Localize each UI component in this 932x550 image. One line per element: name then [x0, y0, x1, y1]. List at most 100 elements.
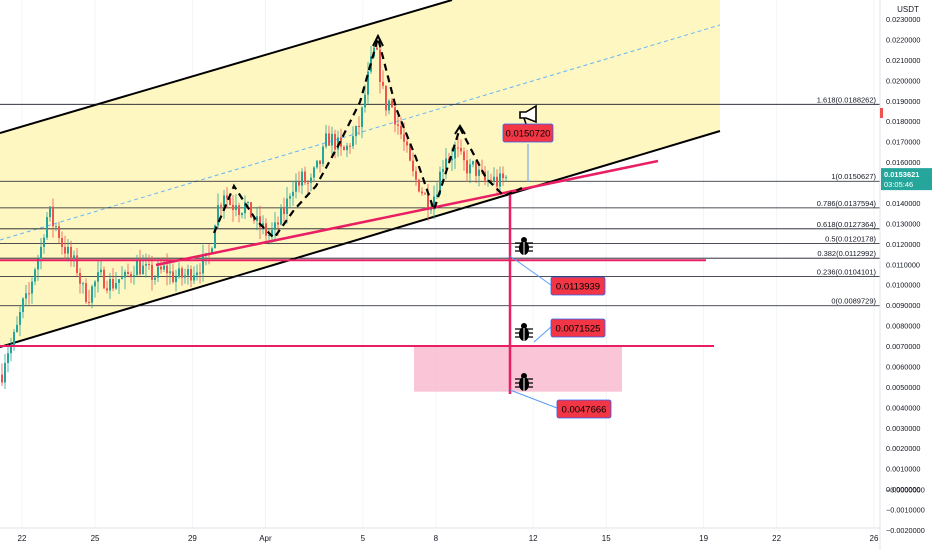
candle-body [499, 173, 501, 187]
candle [175, 269, 177, 292]
candle [466, 149, 468, 182]
candle [121, 266, 123, 280]
candle-body [466, 160, 468, 174]
candle [76, 248, 78, 278]
candle-body [19, 311, 21, 325]
bug-icon [515, 373, 533, 391]
candle [187, 264, 189, 285]
candle-body [262, 223, 264, 228]
candle [52, 198, 54, 238]
candle-body [235, 205, 237, 210]
price-tick-label: 0.0070000 [886, 342, 921, 351]
candle-body [319, 160, 321, 164]
candle [91, 284, 93, 309]
candle-body [130, 273, 132, 277]
candle [469, 158, 471, 184]
price-tick-label: 0.0180000 [886, 117, 921, 126]
candle [196, 264, 198, 281]
candle-body [181, 268, 183, 278]
candle [226, 187, 228, 208]
price-tick-label: 0.0210000 [886, 56, 921, 65]
candle-body [124, 271, 126, 278]
candle-body [4, 362, 6, 383]
candle-body [127, 271, 129, 274]
candle-body [310, 177, 312, 183]
price-tick-label: 0.0110000 [886, 260, 920, 269]
candle-body [463, 151, 465, 161]
candle [19, 306, 21, 337]
fib-level-label: 0.618(0.0127364) [817, 220, 877, 229]
price-tick-label: 0.0080000 [886, 322, 921, 331]
fib-level-label: 0.236(0.0104101) [817, 267, 877, 276]
time-tick-label: Apr [259, 534, 272, 543]
candle-body [145, 264, 147, 266]
candle-body [283, 208, 285, 215]
candle [181, 266, 183, 286]
bug-head [521, 323, 527, 329]
candle [328, 125, 330, 146]
candle-body [169, 271, 171, 274]
candle [259, 205, 261, 240]
candle-body [418, 179, 420, 192]
candle-body [73, 255, 75, 259]
candle [25, 284, 27, 307]
fib-level-label: 0.5(0.0120178) [825, 234, 876, 243]
candle [49, 206, 51, 222]
candle-body [397, 124, 399, 126]
candle-body [361, 107, 363, 128]
candle-body [118, 279, 120, 283]
candle-body [331, 133, 333, 146]
candle [286, 186, 288, 224]
candle-body [451, 158, 453, 161]
candle-body [307, 182, 309, 184]
candle-body [289, 196, 291, 199]
candle [319, 160, 321, 173]
plot-area[interactable]: 1.618(0.0188262) 1(0.0150627) 0.786(0.0137… [0, 0, 880, 394]
candle-body [25, 293, 27, 299]
candle-body [460, 148, 462, 152]
time-tick-label: 22 [772, 534, 781, 543]
channel-upper-line [0, 0, 453, 134]
price-tick-label: 0.0200000 [886, 76, 921, 85]
candle [421, 187, 423, 196]
candle-body [280, 208, 282, 225]
candle-body [268, 235, 270, 237]
candle-body [133, 275, 135, 277]
candle [313, 165, 315, 182]
candle [457, 137, 459, 158]
candle-body [439, 171, 441, 195]
candle [130, 271, 132, 284]
candle [28, 282, 30, 305]
candle [505, 175, 507, 181]
candle [109, 272, 111, 299]
candle [451, 147, 453, 171]
callout-box [550, 276, 606, 296]
candle-body [400, 125, 402, 135]
time-axis[interactable]: 22 25 29 Apr 5 8 12 15 19 22 26 [18, 534, 879, 543]
candle [364, 84, 366, 113]
candle [115, 271, 117, 290]
channel-mid-line [0, 24, 721, 241]
candle-body [382, 81, 384, 86]
candle [67, 239, 69, 262]
candle-body [166, 265, 168, 274]
candle-body [175, 276, 177, 283]
price-callouts: 0.0150720 0.0113939 0.0071525 0.0047666 [502, 123, 612, 419]
candle [82, 281, 84, 294]
candle-body [385, 85, 387, 111]
fib-level-label: 0(0.0089729) [831, 297, 876, 306]
candle [316, 160, 318, 170]
candle [475, 160, 477, 183]
price-tick-label: 0.0010000 [886, 465, 921, 474]
candle [166, 253, 168, 286]
time-tick-label: 19 [699, 534, 708, 543]
candle-body [238, 205, 240, 216]
last-price-bg [881, 168, 932, 191]
candle [46, 211, 48, 241]
candle [169, 260, 171, 285]
candle [136, 254, 138, 276]
candle [307, 179, 309, 194]
candle [463, 147, 465, 171]
